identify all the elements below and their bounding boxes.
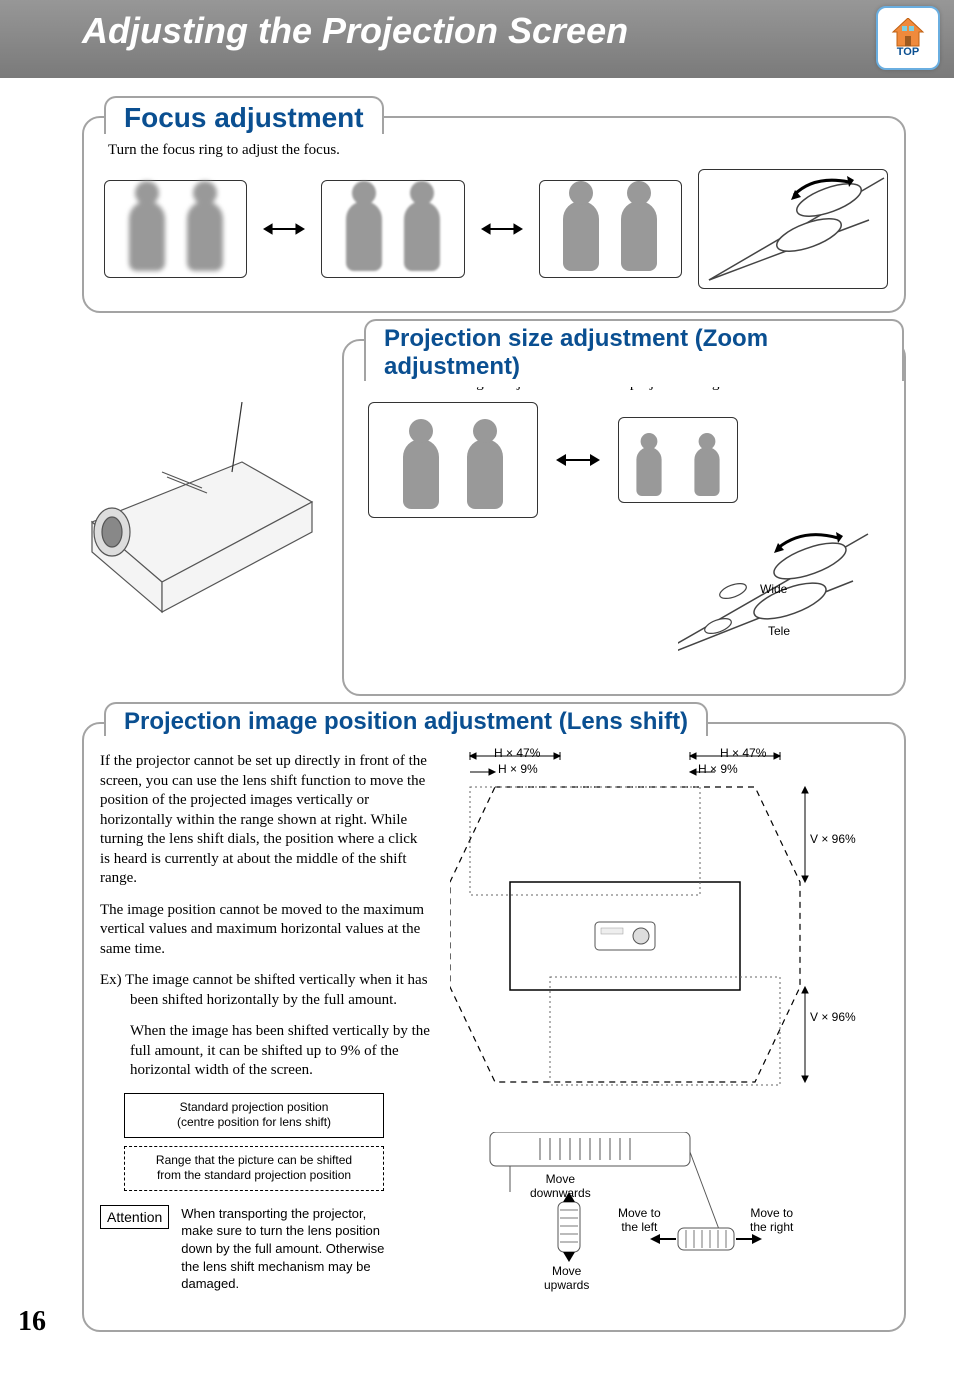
legend-dashed: Range that the picture can be shifted fr… [124,1146,384,1191]
lens-para1: If the projector cannot be set up direct… [100,752,430,889]
zoom-illustrations [368,402,888,518]
lens-shift-section: Projection image position adjustment (Le… [82,722,906,1332]
legend-dashed-l1: Range that the picture can be shifted [133,1153,375,1169]
lens-heading: Projection image position adjustment (Le… [104,702,708,738]
arrow-icon [263,219,305,239]
legend-solid-l2: (centre position for lens shift) [133,1115,375,1131]
page-header: Adjusting the Projection Screen TOP [0,0,954,78]
legend-dashed-l2: from the standard projection position [133,1168,375,1184]
legend-solid: Standard projection position (centre pos… [124,1093,384,1138]
zoom-ring-illustration: Wide Tele [678,526,878,676]
focus-desc: Turn the focus ring to adjust the focus. [108,142,888,159]
lens-para2: The image position cannot be moved to th… [100,901,430,960]
focus-thumb-sharp [539,180,682,278]
focus-illustrations [104,169,888,289]
lens-ex-line2: When the image has been shifted vertical… [100,1022,430,1081]
arrow-icon [556,450,600,470]
page-body: Focus adjustment Turn the focus ring to … [0,78,954,1378]
home-icon [891,18,925,48]
attention-text: When transporting the projector, make su… [181,1205,401,1293]
dial-move-left: Move to the left [618,1206,661,1234]
attention-block: Attention When transporting the projecto… [100,1205,430,1293]
dial-move-up: Move upwards [544,1264,589,1292]
attention-badge: Attention [100,1205,169,1229]
zoom-section: Projection size adjustment (Zoom adjustm… [342,339,906,696]
arrow-icon [481,219,523,239]
focus-section: Focus adjustment Turn the focus ring to … [82,116,906,313]
focus-heading: Focus adjustment [104,96,384,136]
legend-solid-l1: Standard projection position [133,1100,375,1116]
dial-move-right: Move to the right [750,1206,793,1234]
projector-illustration [82,402,332,632]
focus-ring-illustration [698,169,888,289]
page-title: Adjusting the Projection Screen [82,10,954,52]
lens-text-column: If the projector cannot be set up direct… [100,752,430,1312]
page-number: 16 [18,1306,46,1338]
lens-shift-diagram: H × 47% H × 9% H × 47% H × 9% V × 96% V … [450,752,888,1312]
zoom-thumb-large [368,402,538,518]
zoom-thumb-small [618,417,738,503]
top-icon-button[interactable]: TOP [876,6,940,70]
top-icon-label: TOP [897,46,919,58]
focus-thumb-mid [321,180,464,278]
zoom-tele-label: Tele [768,624,790,638]
focus-thumb-blurry [104,180,247,278]
lens-ex-line1: Ex) The image cannot be shifted vertical… [100,971,430,1010]
zoom-heading: Projection size adjustment (Zoom adjustm… [364,319,904,383]
zoom-wide-label: Wide [760,582,787,596]
dial-move-down: Move downwards [530,1172,591,1200]
